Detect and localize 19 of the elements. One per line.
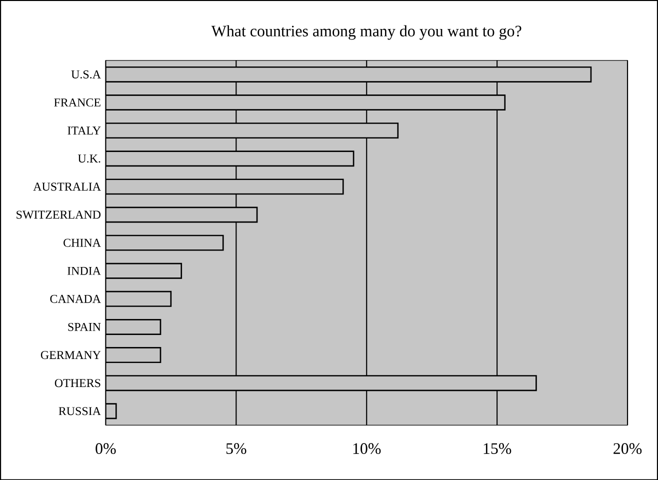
y-tick-label: AUSTRALIA (33, 182, 101, 191)
y-tick-label: ITALY (68, 126, 101, 134)
y-tick-label: OTHERS (54, 378, 100, 387)
y-tick-label: GERMANY (40, 350, 101, 359)
x-tick-label: 10% (353, 443, 381, 454)
y-tick-label: CANADA (50, 294, 101, 303)
y-tick-label: U.K. (78, 154, 100, 162)
y-tick-label: RUSSIA (58, 406, 101, 416)
y-tick-label: CHINA (64, 238, 101, 247)
x-tick-label: 15% (484, 443, 512, 454)
chart-title: What countries among many do you want to go? (211, 25, 522, 40)
y-tick-label: SPAIN (68, 322, 101, 331)
y-tick-label: FRANCE (54, 98, 100, 106)
x-tick-label: 5% (226, 443, 246, 454)
x-tick-label: 20% (614, 443, 642, 454)
y-tick-label: U.S.A (71, 70, 101, 78)
x-tick-label: 0% (96, 443, 116, 454)
y-tick-label: SWITZERLAND (16, 210, 101, 219)
y-tick-label: INDIA (68, 266, 101, 275)
